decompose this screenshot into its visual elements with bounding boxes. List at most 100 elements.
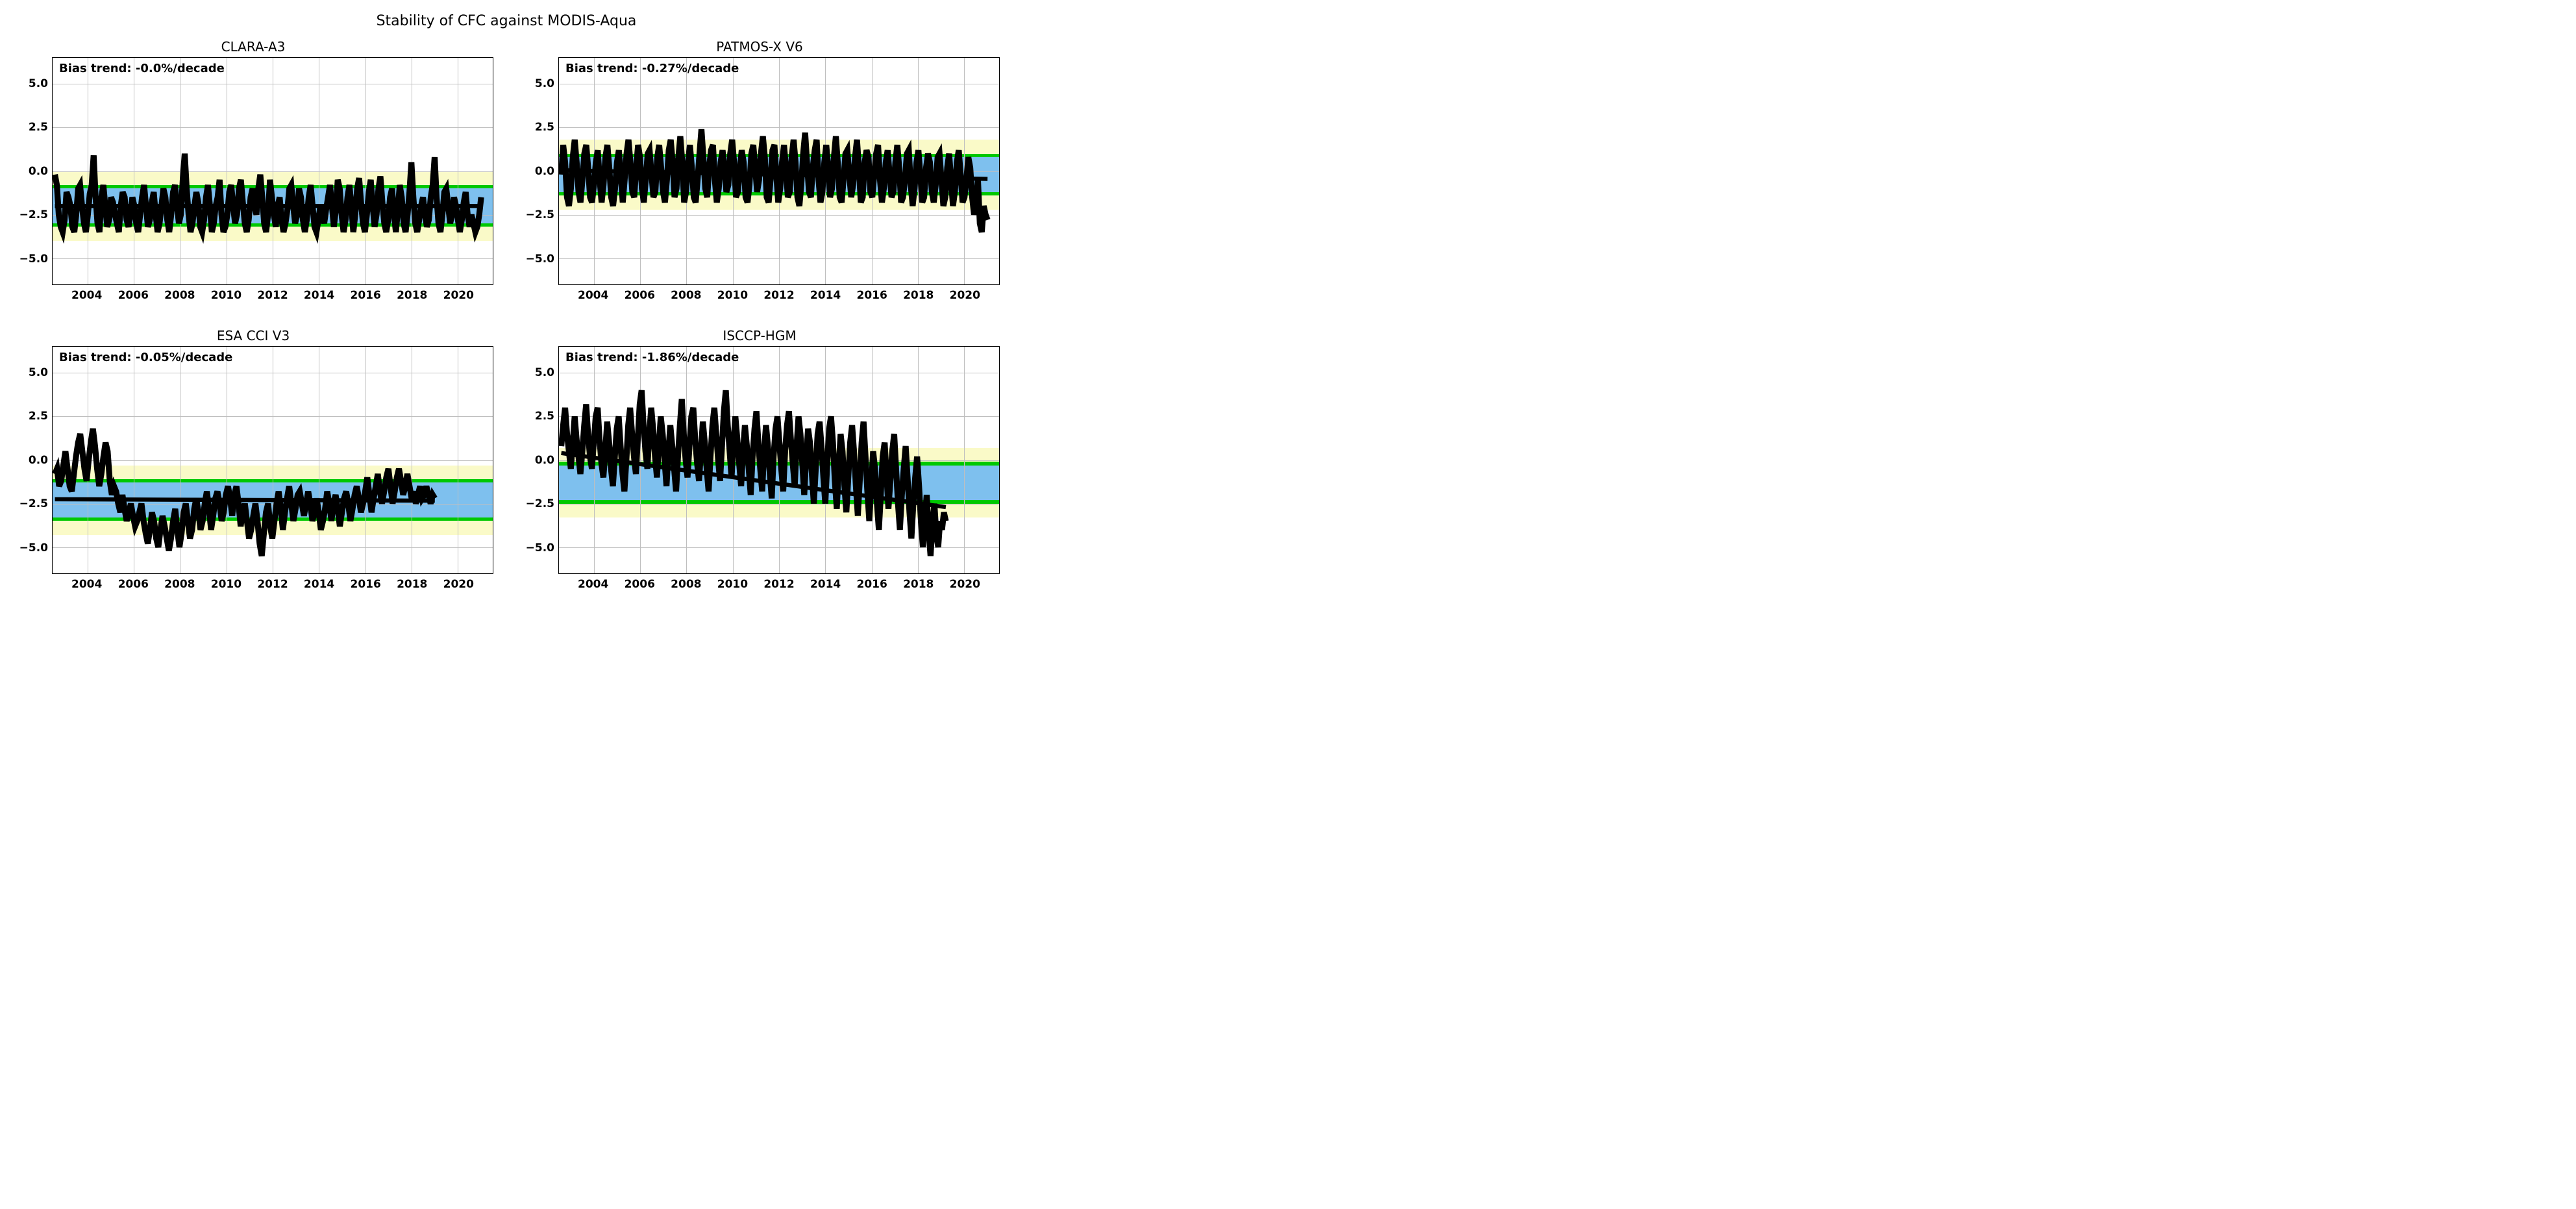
bias-trend-annotation: Bias trend: -0.05%/decade bbox=[59, 351, 232, 364]
data-line bbox=[55, 154, 482, 232]
x-tick-label: 2020 bbox=[443, 289, 474, 302]
x-tick-label: 2008 bbox=[671, 578, 701, 591]
x-tick-label: 2008 bbox=[164, 289, 195, 302]
x-tick-label: 2010 bbox=[211, 289, 242, 302]
plot-area: Bias trend: -0.0%/decade bbox=[52, 57, 493, 285]
x-tick-label: 2006 bbox=[118, 289, 149, 302]
y-tick-label: 5.0 bbox=[29, 366, 48, 379]
trend-line bbox=[55, 499, 435, 501]
main-title: Stability of CFC against MODIS-Aqua bbox=[377, 13, 637, 29]
x-tick-label: 2018 bbox=[903, 578, 934, 591]
x-tick-label: 2004 bbox=[71, 289, 102, 302]
x-tick-label: 2016 bbox=[856, 578, 887, 591]
y-tick-label: 5.0 bbox=[535, 366, 554, 379]
plot-wrap: −5.0 −2.5 0.0 2.5 5.0 Bias trend: -0.05%/deca… bbox=[13, 346, 493, 597]
x-axis: 2004 2006 2008 2010 2012 2014 2016 2018 2020 bbox=[558, 285, 1000, 308]
plot-area: Bias trend: -1.86%/decade bbox=[558, 346, 1000, 574]
y-axis: −5.0 −2.5 0.0 2.5 5.0 bbox=[519, 346, 558, 574]
x-axis: 2004 2006 2008 2010 2012 2014 2016 2018 2020 bbox=[52, 285, 493, 308]
data-line bbox=[562, 390, 946, 556]
bias-trend-annotation: Bias trend: -0.0%/decade bbox=[59, 62, 225, 75]
y-tick-label: 0.0 bbox=[29, 165, 48, 178]
y-tick-label: 5.0 bbox=[535, 77, 554, 90]
line-svg bbox=[53, 347, 493, 573]
x-tick-label: 2014 bbox=[304, 578, 334, 591]
x-tick-label: 2018 bbox=[903, 289, 934, 302]
x-tick-label: 2012 bbox=[257, 578, 288, 591]
panel-title: ISCCP-HGM bbox=[519, 328, 1000, 343]
x-tick-label: 2012 bbox=[763, 578, 794, 591]
x-axis: 2004 2006 2008 2010 2012 2014 2016 2018 2020 bbox=[558, 574, 1000, 597]
panel-3: ISCCP-HGM −5.0 −2.5 0.0 2.5 5.0 Bias trend: -1… bbox=[519, 328, 1000, 597]
panel-0: CLARA-A3 −5.0 −2.5 0.0 2.5 5.0 Bias trend: -0.… bbox=[13, 39, 493, 308]
plot-row: −5.0 −2.5 0.0 2.5 5.0 Bias trend: -0.05%/deca… bbox=[13, 346, 493, 574]
plot-area: Bias trend: -0.27%/decade bbox=[558, 57, 1000, 285]
panel-title: PATMOS-X V6 bbox=[519, 39, 1000, 55]
panels-grid: CLARA-A3 −5.0 −2.5 0.0 2.5 5.0 Bias trend: -0.… bbox=[13, 39, 1000, 597]
y-tick-label: 2.5 bbox=[29, 410, 48, 423]
x-tick-label: 2004 bbox=[578, 578, 608, 591]
x-tick-label: 2016 bbox=[350, 289, 380, 302]
y-tick-label: −2.5 bbox=[526, 497, 554, 510]
x-tick-label: 2010 bbox=[717, 578, 748, 591]
panel-title: ESA CCI V3 bbox=[13, 328, 493, 343]
x-tick-label: 2018 bbox=[397, 578, 427, 591]
x-tick-label: 2006 bbox=[118, 578, 149, 591]
data-line bbox=[55, 429, 435, 556]
x-tick-label: 2020 bbox=[443, 578, 474, 591]
x-tick-label: 2010 bbox=[717, 289, 748, 302]
y-tick-label: −5.0 bbox=[526, 542, 554, 555]
bias-trend-annotation: Bias trend: -1.86%/decade bbox=[565, 351, 739, 364]
x-tick-label: 2006 bbox=[625, 578, 655, 591]
y-axis: −5.0 −2.5 0.0 2.5 5.0 bbox=[13, 57, 52, 285]
x-tick-label: 2016 bbox=[350, 578, 380, 591]
x-tick-label: 2004 bbox=[578, 289, 608, 302]
x-axis: 2004 2006 2008 2010 2012 2014 2016 2018 2020 bbox=[52, 574, 493, 597]
panel-2: ESA CCI V3 −5.0 −2.5 0.0 2.5 5.0 Bias trend: -… bbox=[13, 328, 493, 597]
y-tick-label: 0.0 bbox=[535, 454, 554, 467]
line-svg bbox=[53, 58, 493, 284]
x-tick-label: 2014 bbox=[810, 289, 841, 302]
plot-wrap: −5.0 −2.5 0.0 2.5 5.0 Bias trend: -0.0%/decad… bbox=[13, 57, 493, 308]
x-tick-label: 2016 bbox=[856, 289, 887, 302]
plot-wrap: −5.0 −2.5 0.0 2.5 5.0 Bias trend: -0.27%/deca… bbox=[519, 57, 1000, 308]
x-tick-label: 2020 bbox=[950, 578, 980, 591]
y-tick-label: 0.0 bbox=[29, 454, 48, 467]
y-tick-label: −5.0 bbox=[526, 253, 554, 266]
x-tick-label: 2014 bbox=[810, 578, 841, 591]
line-svg bbox=[559, 58, 999, 284]
y-tick-label: −2.5 bbox=[19, 497, 48, 510]
line-svg bbox=[559, 347, 999, 573]
plot-row: −5.0 −2.5 0.0 2.5 5.0 Bias trend: -0.0%/decad… bbox=[13, 57, 493, 285]
figure-root: Stability of CFC against MODIS-Aqua CLAR… bbox=[13, 13, 1000, 597]
y-tick-label: 2.5 bbox=[535, 121, 554, 134]
y-tick-label: 2.5 bbox=[535, 410, 554, 423]
y-tick-label: −5.0 bbox=[19, 253, 48, 266]
x-tick-label: 2008 bbox=[164, 578, 195, 591]
panel-1: PATMOS-X V6 −5.0 −2.5 0.0 2.5 5.0 Bias trend: … bbox=[519, 39, 1000, 308]
y-tick-label: −5.0 bbox=[19, 542, 48, 555]
x-tick-label: 2010 bbox=[211, 578, 242, 591]
x-tick-label: 2014 bbox=[304, 289, 334, 302]
y-tick-label: 0.0 bbox=[535, 165, 554, 178]
x-tick-label: 2012 bbox=[763, 289, 794, 302]
plot-area: Bias trend: -0.05%/decade bbox=[52, 346, 493, 574]
y-tick-label: 2.5 bbox=[29, 121, 48, 134]
y-tick-label: −2.5 bbox=[526, 208, 554, 221]
x-tick-label: 2020 bbox=[950, 289, 980, 302]
x-tick-label: 2004 bbox=[71, 578, 102, 591]
x-tick-label: 2006 bbox=[625, 289, 655, 302]
y-tick-label: −2.5 bbox=[19, 208, 48, 221]
plot-row: −5.0 −2.5 0.0 2.5 5.0 Bias trend: -1.86%/deca… bbox=[519, 346, 1000, 574]
y-axis: −5.0 −2.5 0.0 2.5 5.0 bbox=[13, 346, 52, 574]
x-tick-label: 2008 bbox=[671, 289, 701, 302]
y-tick-label: 5.0 bbox=[29, 77, 48, 90]
bias-trend-annotation: Bias trend: -0.27%/decade bbox=[565, 62, 739, 75]
plot-row: −5.0 −2.5 0.0 2.5 5.0 Bias trend: -0.27%/deca… bbox=[519, 57, 1000, 285]
data-line bbox=[562, 129, 988, 232]
y-axis: −5.0 −2.5 0.0 2.5 5.0 bbox=[519, 57, 558, 285]
panel-title: CLARA-A3 bbox=[13, 39, 493, 55]
plot-wrap: −5.0 −2.5 0.0 2.5 5.0 Bias trend: -1.86%/deca… bbox=[519, 346, 1000, 597]
x-tick-label: 2018 bbox=[397, 289, 427, 302]
x-tick-label: 2012 bbox=[257, 289, 288, 302]
